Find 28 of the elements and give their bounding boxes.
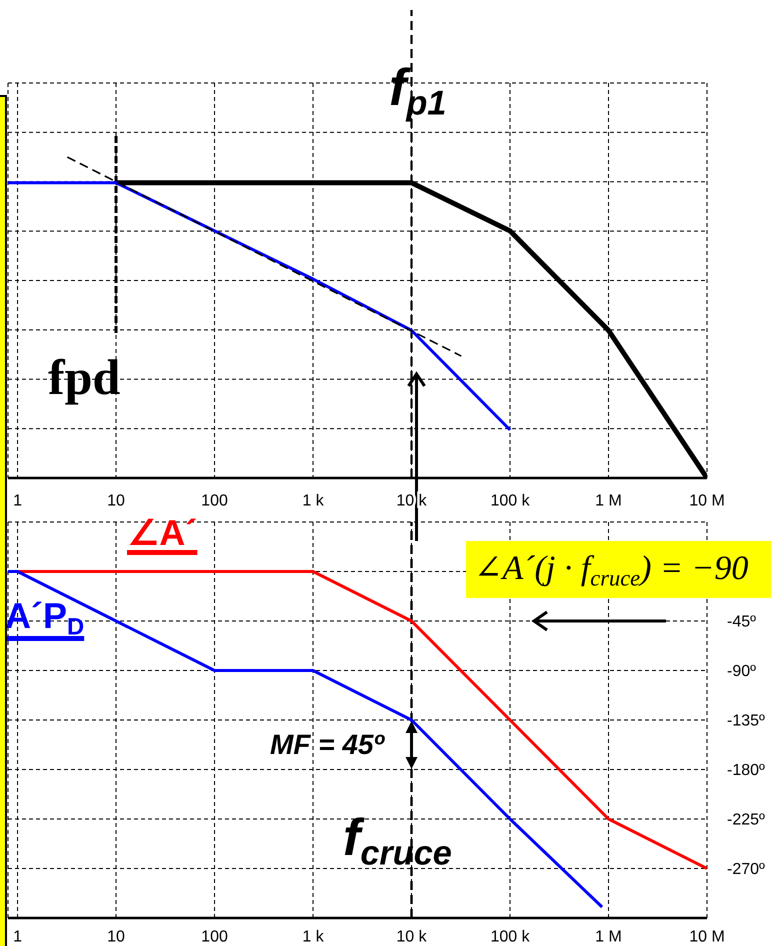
x-tick-label: 1 k [302,928,325,946]
x-tick-label: 1 M [595,928,622,946]
y-tick-label: -270º [727,861,766,878]
x-tick-label: 10 k [396,492,428,510]
x-tick-label: 100 k [490,928,531,946]
series-label: A´P$_{D}$ [5,595,84,641]
x-tick-label: 1 k [302,492,325,510]
x-tick-label: 10 M [689,492,725,510]
annotation: MF = 45º [270,729,384,760]
y-tick-label: -90º [727,663,756,680]
x-tick-label: 1 [13,928,22,946]
x-tick-label: 1 [13,492,22,510]
x-tick-label: 10 [107,928,126,946]
x-tick-label: 1 M [595,492,622,510]
x-tick-label: 100 [201,492,228,510]
x-tick-label: 10 k [396,928,428,946]
y-tick-label: -180º [727,762,766,780]
series-label: ∠A´ [127,512,198,553]
x-tick-label: 10 [107,492,126,510]
y-tick-label: -135º [727,712,766,730]
x-tick-label: 100 [201,928,228,946]
ref-line-label: f$_{cruce}$ [343,809,452,873]
annotation: ∠A´(j · f$_{cruce}$) = −90 [466,541,771,598]
ref-line-label: fpd [48,349,120,405]
y-tick-label: -225º [727,812,766,829]
x-tick-label: 100 k [490,492,531,510]
x-tick-label: 10 M [689,928,725,946]
y-tick-label: -45º [727,614,756,631]
